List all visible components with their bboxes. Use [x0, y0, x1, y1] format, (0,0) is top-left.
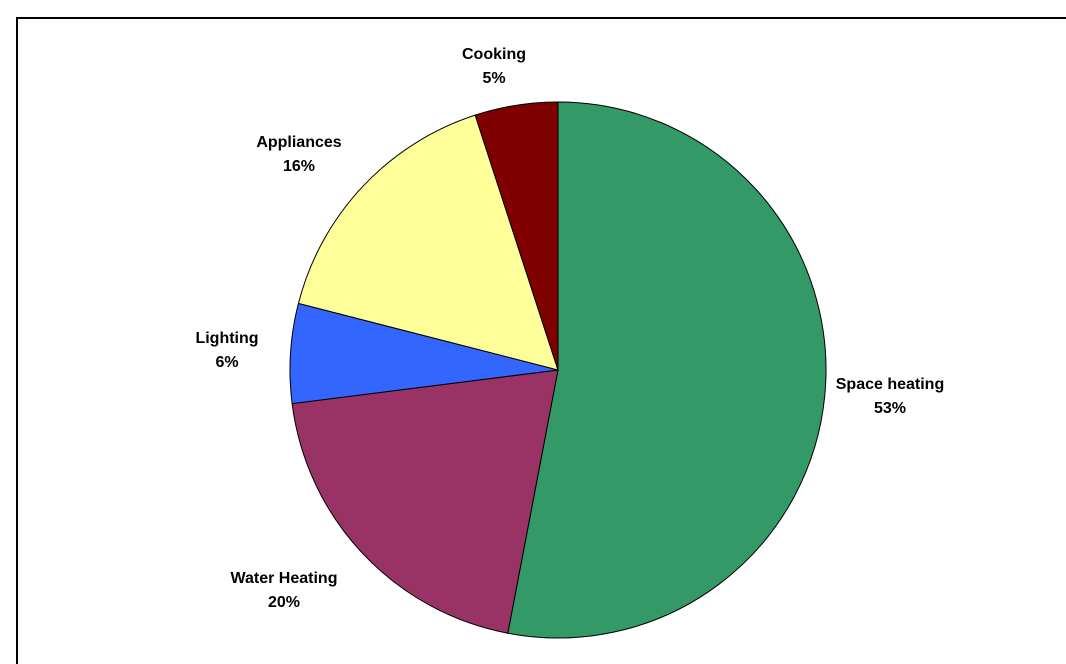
slice-label: Cooking — [462, 46, 526, 63]
slice-label: Water Heating — [231, 570, 338, 587]
slice-label: Appliances — [256, 134, 341, 151]
slice-percent-label: 5% — [482, 70, 505, 87]
pie-slice-water-heating — [291, 369, 559, 634]
chart-frame — [16, 17, 1066, 664]
slice-percent-label: 6% — [215, 354, 238, 371]
slice-label: Space heating — [836, 376, 944, 393]
slice-percent-label: 16% — [283, 158, 315, 175]
slice-percent-label: 53% — [874, 400, 906, 417]
slice-percent-label: 20% — [268, 594, 300, 611]
pie-slice-space-heating — [507, 101, 827, 639]
slice-label: Lighting — [195, 330, 258, 347]
pie-slice-cooking — [474, 101, 559, 371]
pie-slice-appliances — [297, 114, 559, 371]
